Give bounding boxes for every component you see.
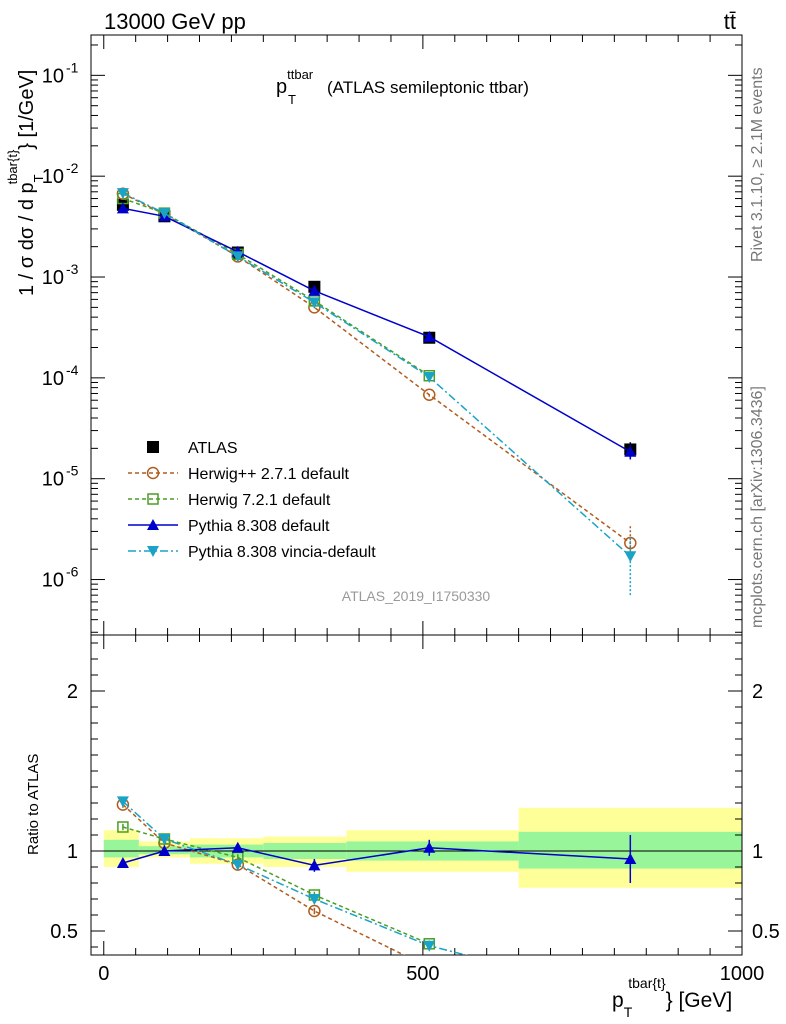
- y-tick-label: 10: [42, 65, 64, 87]
- series-line-herwig-2-7-1-default: [122, 193, 631, 544]
- mcplots-label: mcplots.cern.ch [arXiv:1306.3436]: [749, 386, 766, 628]
- legend-marker-atlas: [147, 441, 159, 453]
- ratio-point-herwig-7-2-1-default: [117, 821, 129, 833]
- ratio-y-tick-label-right: 2: [752, 681, 763, 703]
- x-axis-label-unit: } [GeV]: [666, 989, 733, 1012]
- process-label: tt̄: [724, 9, 736, 34]
- plot-title-sup: ttbar: [287, 67, 314, 82]
- stat-uncertainty-band: [103, 839, 139, 858]
- ratio-point-pythia-8-308-vincia-default: [116, 796, 129, 808]
- legend-marker-pythia-8-308-vincia-default: [147, 546, 159, 557]
- ratio-point-pythia-8-308-default: [231, 841, 244, 853]
- plot-title-sub: T: [288, 92, 296, 107]
- legend-label-pythia-8-308-vincia-default: Pythia 8.308 vincia-default: [188, 544, 376, 561]
- ratio-point-herwig-2-7-1-default: [308, 904, 321, 918]
- x-tick-label: 1000: [720, 963, 765, 985]
- y-tick-label: 10: [42, 570, 64, 592]
- y-tick-label: 10: [42, 166, 64, 188]
- y-tick-label-exponent: -5: [66, 463, 79, 479]
- series-line-pythia-8-308-vincia-default: [122, 192, 631, 557]
- energy-label: 13000 GeV pp: [104, 9, 246, 34]
- ratio-line-herwig-2-7-1-default: [122, 804, 406, 955]
- y-tick-label-exponent: -1: [66, 59, 79, 75]
- ratio-plot-panel: Ratio to ATLAS pTtbar{t}} [GeV] 0 500 1000…: [25, 634, 780, 1020]
- y-tick-label-exponent: -2: [66, 160, 79, 176]
- y-axis-label-main: 1 / σ dσ / d p: [16, 182, 38, 296]
- x-axis-label-sup: tbar{t}: [628, 975, 666, 991]
- plot-title: pttbar T (ATLAS semileptonic ttbar): [276, 67, 529, 107]
- ratio-point-pythia-8-308-vincia-default: [231, 859, 244, 871]
- ratio-series-group: [116, 796, 637, 1003]
- main-plot-panel: ATLAS_2019_I1750330 pttbar T (ATLAS semile…: [5, 34, 743, 636]
- y-axis-label-unit: } [1/GeV]: [16, 70, 38, 150]
- data-point-herwig-2-7-1-default: [423, 388, 436, 401]
- analysis-id-label: ATLAS_2019_I1750330: [342, 588, 491, 604]
- ratio-y-axis-label: Ratio to ATLAS: [25, 754, 42, 855]
- data-point-pythia-8-308-vincia-default: [423, 371, 436, 383]
- data-point-pythia-8-308-default: [308, 284, 321, 296]
- series-line-herwig-7-2-1-default: [122, 197, 430, 377]
- data-point-pythia-8-308-vincia-default: [231, 251, 244, 263]
- main-series-group: [116, 187, 637, 596]
- x-axis-label: pTtbar{t}} [GeV]: [612, 975, 732, 1020]
- legend-label-herwig-2-7-1-default: Herwig++ 2.7.1 default: [188, 466, 350, 483]
- legend-marker-herwig-7-2-1-default: [147, 493, 159, 505]
- ratio-y-tick-label-right: 0.5: [752, 921, 780, 943]
- ratio-point-pythia-8-308-default: [624, 853, 637, 864]
- plot-title-rest: (ATLAS semileptonic ttbar): [327, 78, 529, 97]
- legend-label-atlas: ATLAS: [188, 440, 238, 457]
- data-point-pythia-8-308-vincia-default: [158, 208, 171, 220]
- ratio-point-pythia-8-308-vincia-default: [423, 940, 436, 952]
- legend-label-pythia-8-308-default: Pythia 8.308 default: [188, 518, 330, 535]
- data-point-pythia-8-308-default: [116, 202, 129, 214]
- plot-title-main: p: [276, 76, 287, 98]
- ratio-point-pythia-8-308-vincia-default: [158, 834, 171, 845]
- svg-text:1 / σ dσ / d pTtbar{t}} [1/GeV: 1 / σ dσ / d pTtbar{t}} [1/GeV]: [5, 70, 46, 296]
- y-axis-label: 1 / σ dσ / d pTtbar{t}} [1/GeV]: [5, 70, 46, 296]
- x-tick-label: 0: [98, 963, 109, 985]
- data-point-pythia-8-308-default: [423, 330, 436, 342]
- rivet-version-label: Rivet 3.1.10, ≥ 2.1M events: [749, 67, 766, 262]
- y-tick-label: 10: [42, 368, 64, 390]
- y-axis-label-sub: T: [31, 174, 46, 182]
- legend-marker-pythia-8-308-default: [147, 519, 159, 530]
- legend: ATLAS Herwig++ 2.7.1 default Herwig 7.2.1 …: [128, 440, 376, 561]
- ratio-y-tick-label: 0.5: [50, 921, 78, 943]
- ratio-point-pythia-8-308-default: [158, 845, 171, 856]
- ratio-point-pythia-8-308-default: [308, 859, 321, 871]
- ratio-point-pythia-8-308-default: [116, 857, 129, 868]
- y-tick-label: 10: [42, 469, 64, 491]
- ratio-point-pythia-8-308-vincia-default: [308, 894, 321, 905]
- ratio-y-tick-label: 2: [67, 681, 78, 703]
- data-point-pythia-8-308-vincia-default: [624, 551, 637, 563]
- ratio-y-tick-label-right: 1: [752, 841, 763, 863]
- ratio-plot-frame: [90, 634, 743, 956]
- y-axis-label-sup: tbar{t}: [5, 149, 20, 184]
- legend-label-herwig-7-2-1-default: Herwig 7.2.1 default: [188, 492, 331, 509]
- ratio-line-pythia-8-308-default: [122, 847, 631, 867]
- x-axis-label-main: p: [612, 989, 624, 1012]
- ratio-point-pythia-8-308-vincia-default: [624, 992, 636, 1003]
- x-tick-label: 500: [406, 963, 439, 985]
- y-tick-label-exponent: -4: [66, 362, 79, 378]
- y-tick-label-exponent: -6: [66, 564, 79, 580]
- data-point-pythia-8-308-vincia-default: [308, 297, 321, 309]
- x-axis-label-sub: T: [624, 1004, 633, 1020]
- ratio-point-pythia-8-308-default: [423, 841, 436, 853]
- data-point-pythia-8-308-vincia-default: [116, 188, 129, 200]
- y-tick-label: 10: [42, 267, 64, 289]
- ratio-line-herwig-7-2-1-default: [122, 826, 430, 945]
- legend-marker-herwig-2-7-1-default: [146, 466, 160, 480]
- series-line-pythia-8-308-default: [122, 207, 631, 453]
- ratio-y-tick-label: 1: [67, 841, 78, 863]
- y-tick-label-exponent: -3: [66, 261, 79, 277]
- data-point-pythia-8-308-default: [624, 445, 637, 457]
